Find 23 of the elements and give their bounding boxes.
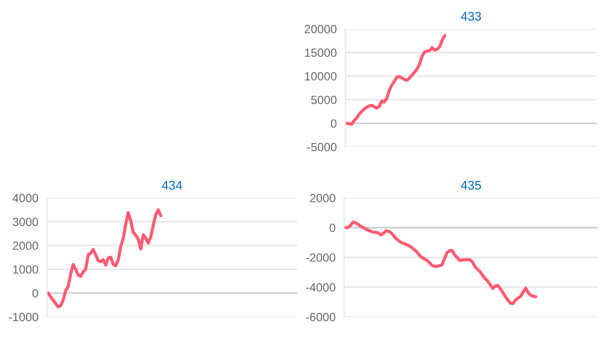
y-tick-label: 2000 <box>310 194 336 202</box>
y-tick-label: -6000 <box>306 312 336 322</box>
y-tick-label: -5000 <box>307 142 337 152</box>
line-series <box>46 208 162 308</box>
chart-title: 434 <box>162 180 182 190</box>
y-tick-label: 0 <box>32 289 38 298</box>
y-tick-label: 3000 <box>12 218 38 226</box>
y-tick-label: -1000 <box>8 312 38 322</box>
y-tick-label: -2000 <box>306 253 336 262</box>
chart-title: 433 <box>460 12 481 21</box>
line-series <box>344 220 538 306</box>
line-series <box>345 34 446 126</box>
y-tick-label: 15000 <box>305 48 337 57</box>
y-tick-label: 10000 <box>305 72 337 80</box>
y-tick-label: 20000 <box>304 24 337 34</box>
y-tick-label: 0 <box>330 119 337 128</box>
y-tick-label: 4000 <box>12 194 38 202</box>
chart-title: 435 <box>460 180 481 190</box>
y-tick-label: -4000 <box>306 283 336 292</box>
y-tick-label: 1000 <box>13 265 38 274</box>
y-tick-label: 2000 <box>12 242 38 250</box>
y-tick-label: 0 <box>330 224 336 232</box>
y-tick-label: 5000 <box>311 96 337 104</box>
